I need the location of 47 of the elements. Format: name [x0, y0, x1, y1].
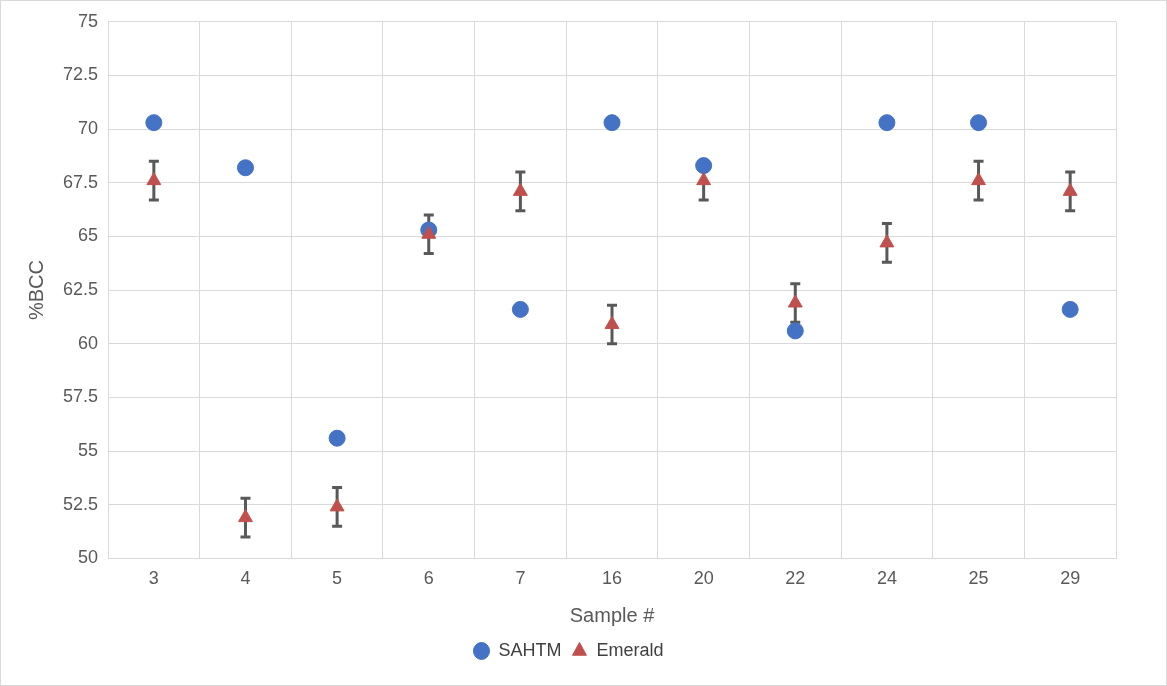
point: [604, 315, 620, 329]
x-tick-label: 25: [968, 568, 989, 589]
y-tick-label: 55: [78, 440, 99, 461]
x-tick-label: 4: [240, 568, 251, 589]
x-axis-title: Sample #: [569, 603, 656, 626]
y-tick-label: 50: [78, 547, 99, 568]
y-tick-label: 67.5: [62, 171, 99, 192]
point: [421, 225, 437, 239]
point: [696, 172, 712, 186]
y-tick-label: 65: [78, 225, 99, 246]
x-tick-label: 22: [785, 568, 806, 589]
y-axis-title: %BCC: [24, 260, 47, 321]
point: [878, 114, 896, 132]
point: [970, 114, 988, 132]
y-tick-label: 75: [78, 10, 99, 31]
point: [236, 159, 254, 177]
x-tick-label: 6: [423, 568, 434, 589]
point: [787, 294, 803, 308]
point: [603, 114, 621, 132]
point: [238, 509, 253, 523]
point: [329, 498, 345, 512]
point: [786, 322, 804, 340]
y-tick-label: 60: [78, 332, 99, 353]
x-tick-label: 24: [876, 568, 897, 589]
legend-label: SAHTM: [498, 639, 562, 660]
x-tick-label: 7: [515, 568, 526, 589]
point: [512, 182, 528, 196]
point: [879, 234, 895, 248]
x-tick-label: 16: [602, 568, 623, 589]
x-tick-label: 29: [1060, 568, 1081, 589]
point: [971, 172, 986, 186]
y-tick-label: 62.5: [62, 279, 99, 300]
point: [695, 157, 713, 175]
legend-label: Emerald: [596, 639, 664, 660]
y-tick-label: 70: [78, 118, 99, 139]
point: [1062, 182, 1078, 196]
y-tick-label: 52.5: [62, 493, 99, 514]
x-tick-label: 5: [332, 568, 343, 589]
point: [145, 114, 163, 132]
x-tick-label: 20: [693, 568, 714, 589]
point: [328, 429, 346, 447]
point: [146, 172, 162, 186]
point: [1061, 300, 1079, 318]
x-tick-label: 3: [148, 568, 159, 589]
y-tick-label: 72.5: [62, 64, 99, 85]
y-tick-label: 57.5: [62, 386, 99, 407]
point: [511, 300, 529, 318]
